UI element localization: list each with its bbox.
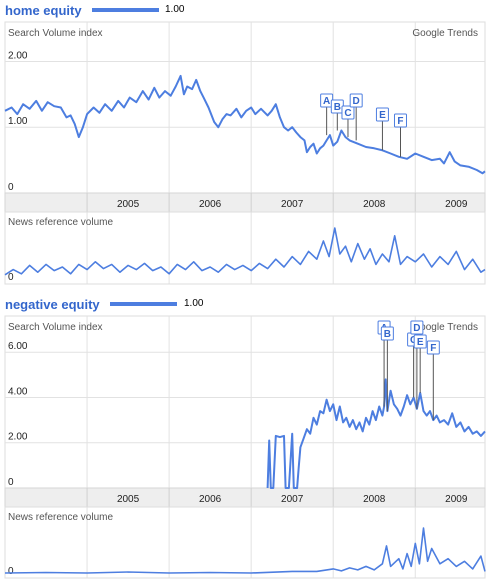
- annotation-label: D: [413, 323, 420, 334]
- search-volume-line: [4, 74, 486, 175]
- y-tick-label: 0: [8, 182, 14, 193]
- y-tick-label: 6.00: [8, 341, 28, 352]
- source-label: Google Trends: [412, 28, 478, 39]
- annotation-label: F: [397, 116, 403, 127]
- annotation-label: B: [334, 102, 341, 113]
- annotation-label: C: [344, 108, 351, 119]
- news-label: News reference volume: [8, 512, 113, 523]
- source-label: Google Trends: [412, 322, 478, 333]
- y-tick-label: 2.00: [8, 432, 28, 443]
- annotation-box: [426, 340, 440, 355]
- year-band: [4, 192, 486, 213]
- y-tick-label: 2.00: [8, 50, 28, 61]
- annotation-label: B: [384, 329, 391, 340]
- annotation-box: [341, 105, 355, 120]
- y-axis-label: Search Volume index: [8, 28, 103, 39]
- annotation-label: D: [353, 96, 360, 107]
- x-tick-label: 2006: [199, 199, 222, 210]
- annotation-box: [393, 113, 407, 128]
- x-tick-label: 2005: [117, 494, 140, 505]
- news-frame: [4, 211, 486, 285]
- x-tick-label: 2005: [117, 199, 140, 210]
- y-tick-label: 0: [8, 477, 14, 488]
- news-volume-line: [4, 227, 486, 276]
- legend-value: 1.00: [165, 4, 185, 15]
- x-tick-label: 2007: [281, 494, 304, 505]
- search-term-title[interactable]: negative equity: [5, 297, 100, 312]
- plot-frame: [4, 21, 486, 194]
- annotation-box: [380, 326, 394, 341]
- search-volume-line: [266, 378, 486, 489]
- annotation-box: [413, 334, 427, 349]
- y-tick-label: 4.00: [8, 386, 28, 397]
- x-tick-label: 2009: [445, 494, 468, 505]
- chart-panel-home-equity: home equity 1.00 0 1.00 2.00 Search Volume …: [0, 0, 490, 290]
- annotation-label: E: [417, 337, 424, 348]
- annotation-label: F: [430, 343, 436, 354]
- x-tick-label: 2009: [445, 199, 468, 210]
- legend-value: 1.00: [184, 298, 204, 309]
- y-tick-label: 1.00: [8, 116, 28, 127]
- annotation-label: A: [323, 96, 330, 107]
- annotation-label: C: [410, 335, 417, 346]
- annotation-box: [410, 320, 424, 335]
- x-tick-label: 2008: [363, 199, 386, 210]
- annotation-box: [375, 107, 389, 122]
- news-y-tick-label: 0: [8, 272, 14, 283]
- chart-header: home equity 1.00: [0, 0, 490, 22]
- news-frame: [4, 506, 486, 579]
- news-volume-line: [4, 527, 486, 574]
- x-tick-label: 2006: [199, 494, 222, 505]
- y-axis-label: Search Volume index: [8, 322, 103, 333]
- news-label: News reference volume: [8, 217, 113, 228]
- trend-chart-svg: 0 2.00 4.00 6.00 Search Volume index Google T…: [4, 315, 486, 579]
- chart-header: negative equity 1.00: [0, 294, 490, 316]
- legend-line-swatch: [110, 302, 177, 306]
- news-y-tick-label: 0: [8, 566, 14, 577]
- search-term-title[interactable]: home equity: [5, 3, 82, 18]
- chart-panel-negative-equity: negative equity 1.00 0 2.00 4.00 6.00 Search…: [0, 294, 490, 582]
- annotation-label: E: [379, 110, 386, 121]
- trend-chart-svg: 0 1.00 2.00 Search Volume index Google Trend…: [4, 21, 486, 285]
- year-band: [4, 487, 486, 508]
- annotation-box: [349, 93, 363, 108]
- x-tick-label: 2007: [281, 199, 304, 210]
- legend-line-swatch: [92, 8, 159, 12]
- x-tick-label: 2008: [363, 494, 386, 505]
